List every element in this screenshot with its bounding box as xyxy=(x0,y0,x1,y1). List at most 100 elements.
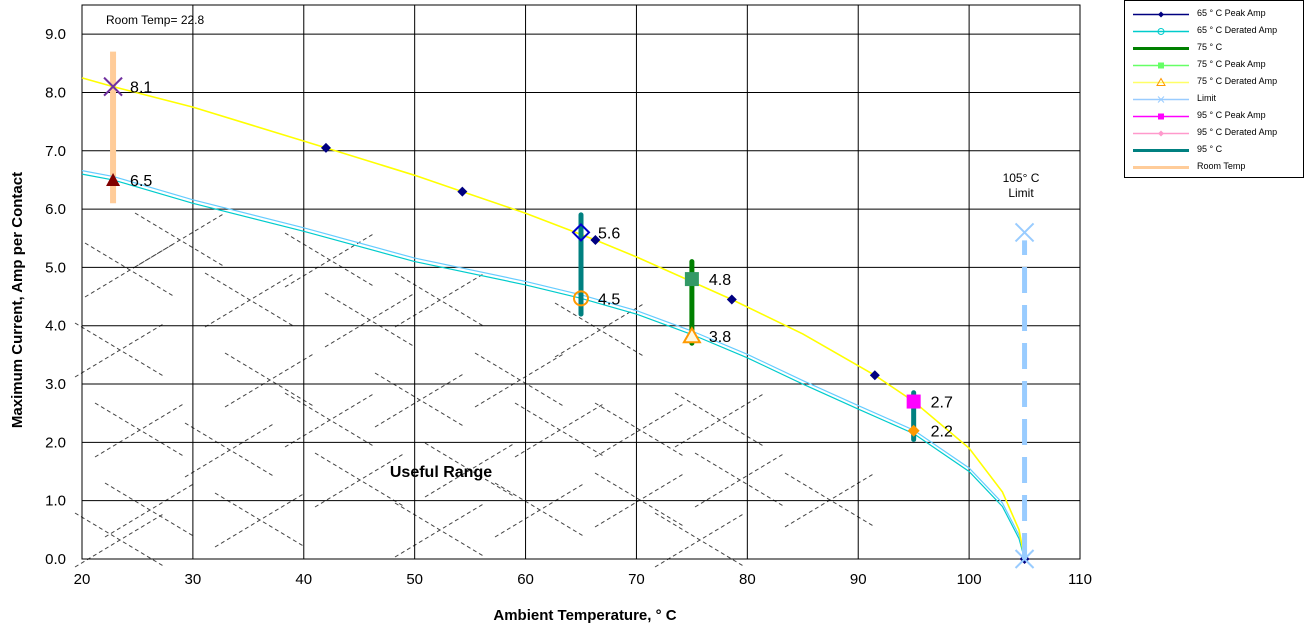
legend-label: 95 ° C Peak Amp xyxy=(1197,110,1266,120)
legend-item: 75 ° C Peak Amp xyxy=(1129,57,1301,74)
hatch-line xyxy=(494,482,586,538)
hatch-line xyxy=(374,372,466,428)
hatch-line xyxy=(74,512,166,568)
series-65c-peak xyxy=(81,77,1026,560)
point-marker-square xyxy=(906,394,921,409)
chart: 20 30 40 50 60 70 80 90 100 110 0.0 1.0 2.0 3.0 4.0 5.0… xyxy=(9,4,1092,624)
point-data-label: 5.6 xyxy=(598,225,620,242)
legend-label: 95 ° C Derated Amp xyxy=(1197,127,1278,137)
x-stroke xyxy=(1014,222,1035,243)
useful-range-hatching xyxy=(74,212,876,568)
useful-range-label: Useful Range xyxy=(390,464,492,481)
points-layer: 8.1 6.5 5.6 4.5 4.8 3.8 2.7 2.2 xyxy=(103,76,1035,569)
legend-item: 75 ° C Derated Amp xyxy=(1129,74,1301,91)
point-data-label: 2.2 xyxy=(931,424,953,441)
y-tick-label: 8.0 xyxy=(45,84,66,101)
point-marker-triangle xyxy=(682,326,702,344)
point-data-label: 3.8 xyxy=(709,329,731,346)
legend-item: 95 ° C Peak Amp xyxy=(1129,108,1301,125)
legend-swatch xyxy=(1133,149,1189,152)
peak-marker xyxy=(726,294,737,305)
x-tick-label: 100 xyxy=(957,571,982,588)
legend-swatch xyxy=(1133,96,1189,103)
peak-marker xyxy=(457,186,468,197)
legend-marker xyxy=(1156,77,1166,86)
legend-marker xyxy=(1158,62,1164,69)
legend-swatch xyxy=(1133,28,1189,35)
x-tick-label: 80 xyxy=(739,571,756,588)
plot-frame xyxy=(81,4,1081,560)
point-marker-circle xyxy=(573,290,589,307)
x-tick-label: 110 xyxy=(1068,571,1092,588)
x-stroke xyxy=(1014,549,1035,569)
legend-item: 95 ° C Derated Amp xyxy=(1129,125,1301,142)
peak-marker xyxy=(869,370,880,381)
y-tick-label: 0.0 xyxy=(45,551,66,568)
legend-label: 95 ° C xyxy=(1197,144,1223,154)
y-tick-label: 6.0 xyxy=(45,201,66,218)
hatch-line xyxy=(284,232,376,288)
point-data-label: 4.8 xyxy=(709,272,731,289)
legend-label: 75 ° C xyxy=(1197,42,1223,52)
legend-swatch xyxy=(1133,11,1189,18)
hatch-line xyxy=(784,472,876,528)
x-tick-label: 70 xyxy=(628,571,645,588)
limit-annotation-line1: 105° C xyxy=(1003,171,1040,185)
hatch-line xyxy=(94,402,186,458)
x-tick-label: 50 xyxy=(406,571,423,588)
legend-label: 65 ° C Derated Amp xyxy=(1197,25,1278,35)
hatch-line xyxy=(104,482,196,538)
peak-marker xyxy=(320,142,331,153)
y-tick-label: 9.0 xyxy=(45,26,66,43)
legend-marker xyxy=(1157,28,1165,35)
axis-labels: Ambient Temperature, ° C Maximum Current… xyxy=(9,13,1040,624)
x-tick-label: 60 xyxy=(517,571,534,588)
y-tick-label: 1.0 xyxy=(45,493,66,510)
point-data-label: 6.5 xyxy=(130,173,152,190)
x-tick-label: 30 xyxy=(185,571,202,588)
x-stroke xyxy=(103,76,123,97)
hatch-line xyxy=(134,212,226,268)
hatch-line xyxy=(314,452,406,508)
legend-marker xyxy=(1158,11,1164,18)
peak-marker xyxy=(590,235,601,246)
point-marker-x xyxy=(1014,549,1035,569)
series-layer xyxy=(81,51,1030,564)
y-tick-label: 4.0 xyxy=(45,318,66,335)
hatch-line xyxy=(204,272,296,328)
legend-swatch xyxy=(1133,62,1189,69)
legend-swatch xyxy=(1133,130,1189,137)
legend-item: 75 ° C xyxy=(1129,40,1301,57)
legend-label: Limit xyxy=(1197,93,1217,103)
y-axis-label: Maximum Current, Amp per Contact xyxy=(9,172,26,428)
legend-swatch xyxy=(1133,166,1189,169)
legend-item: Room Temp xyxy=(1129,159,1301,176)
point-data-label: 2.7 xyxy=(931,395,953,412)
y-tick-label: 3.0 xyxy=(45,376,66,393)
legend-label: 75 ° C Peak Amp xyxy=(1197,59,1266,69)
hatch-line xyxy=(654,512,746,568)
series-65c-derated xyxy=(81,173,1026,560)
legend-label: 65 ° C Peak Amp xyxy=(1197,8,1266,18)
legend-swatch xyxy=(1133,113,1189,120)
hatch-line xyxy=(394,502,486,558)
legend-item: 95 ° C xyxy=(1129,142,1301,159)
point-data-label: 4.5 xyxy=(598,291,620,308)
legend-item: 65 ° C Peak Amp xyxy=(1129,6,1301,23)
y-tick-label: 2.0 xyxy=(45,434,66,451)
legend-swatch xyxy=(1133,47,1189,50)
x-tick-label: 20 xyxy=(74,571,91,588)
legend-label: Room Temp xyxy=(1197,161,1246,171)
hatch-line xyxy=(74,322,166,378)
point-marker-x xyxy=(1014,222,1035,243)
point-marker-square xyxy=(684,272,699,287)
hatch-line xyxy=(224,352,316,408)
hatch-line xyxy=(284,392,376,448)
hatch-line xyxy=(424,442,516,498)
hatch-line xyxy=(324,292,416,348)
hatch-line xyxy=(694,452,786,508)
hatch-line xyxy=(594,402,686,458)
hatch-line xyxy=(594,472,686,528)
point-data-label: 8.1 xyxy=(130,80,152,97)
legend-item: Limit xyxy=(1129,91,1301,108)
